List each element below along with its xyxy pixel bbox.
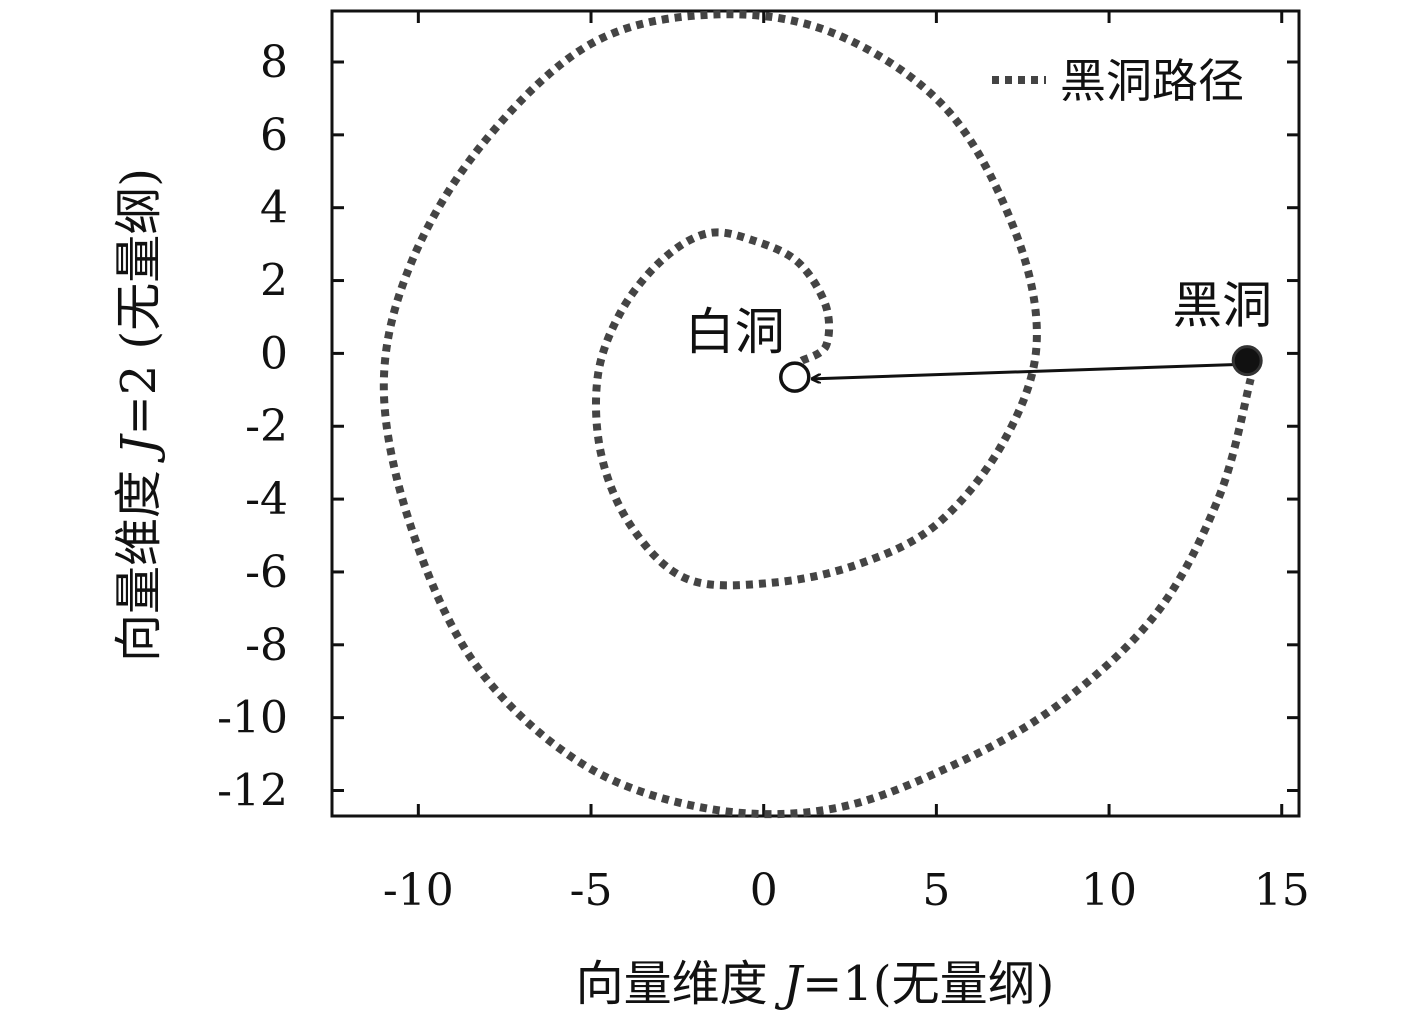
- y-tick-label: -12: [217, 766, 288, 817]
- wormhole-arrow: [812, 362, 1241, 379]
- y-tick-label: 4: [260, 183, 288, 234]
- y-tick-label: 2: [260, 256, 288, 307]
- y-tick-label: 6: [260, 110, 288, 161]
- x-tick-label: 0: [750, 865, 778, 916]
- x-tick-label: 10: [1081, 865, 1137, 916]
- x-tick-label: 15: [1254, 865, 1310, 916]
- y-tick-label: 0: [260, 328, 288, 379]
- y-axis-ticks: -12 -10 -8 -6 -4 -2 0 2 4 6 8: [217, 37, 1299, 817]
- white-hole-label: 白洞: [685, 303, 785, 361]
- x-tick-label: -10: [383, 865, 454, 916]
- y-axis-title: 向量维度 J=2 (无量纲): [111, 168, 167, 662]
- black-hole-label: 黑洞: [1172, 277, 1272, 335]
- y-tick-label: -6: [245, 547, 288, 598]
- legend-label: 黑洞路径: [1060, 54, 1244, 108]
- x-axis-ticks: -10 -5 0 5 10 15: [383, 11, 1310, 916]
- y-tick-label: -10: [217, 693, 288, 744]
- y-tick-label: -4: [245, 474, 288, 525]
- x-axis-title: 向量维度 J=1(无量纲): [576, 956, 1055, 1012]
- x-tick-label: -5: [570, 865, 613, 916]
- y-tick-label: -8: [245, 620, 288, 671]
- y-tick-label: 8: [260, 37, 288, 88]
- black-hole-path-line: [379, 10, 1255, 819]
- legend: 黑洞路径: [992, 54, 1244, 108]
- x-tick-label: 5: [922, 865, 950, 916]
- white-hole-marker: [779, 361, 811, 393]
- plot-frame: [330, 9, 1301, 818]
- y-tick-label: -2: [245, 401, 288, 452]
- black-hole-marker: [1231, 345, 1263, 377]
